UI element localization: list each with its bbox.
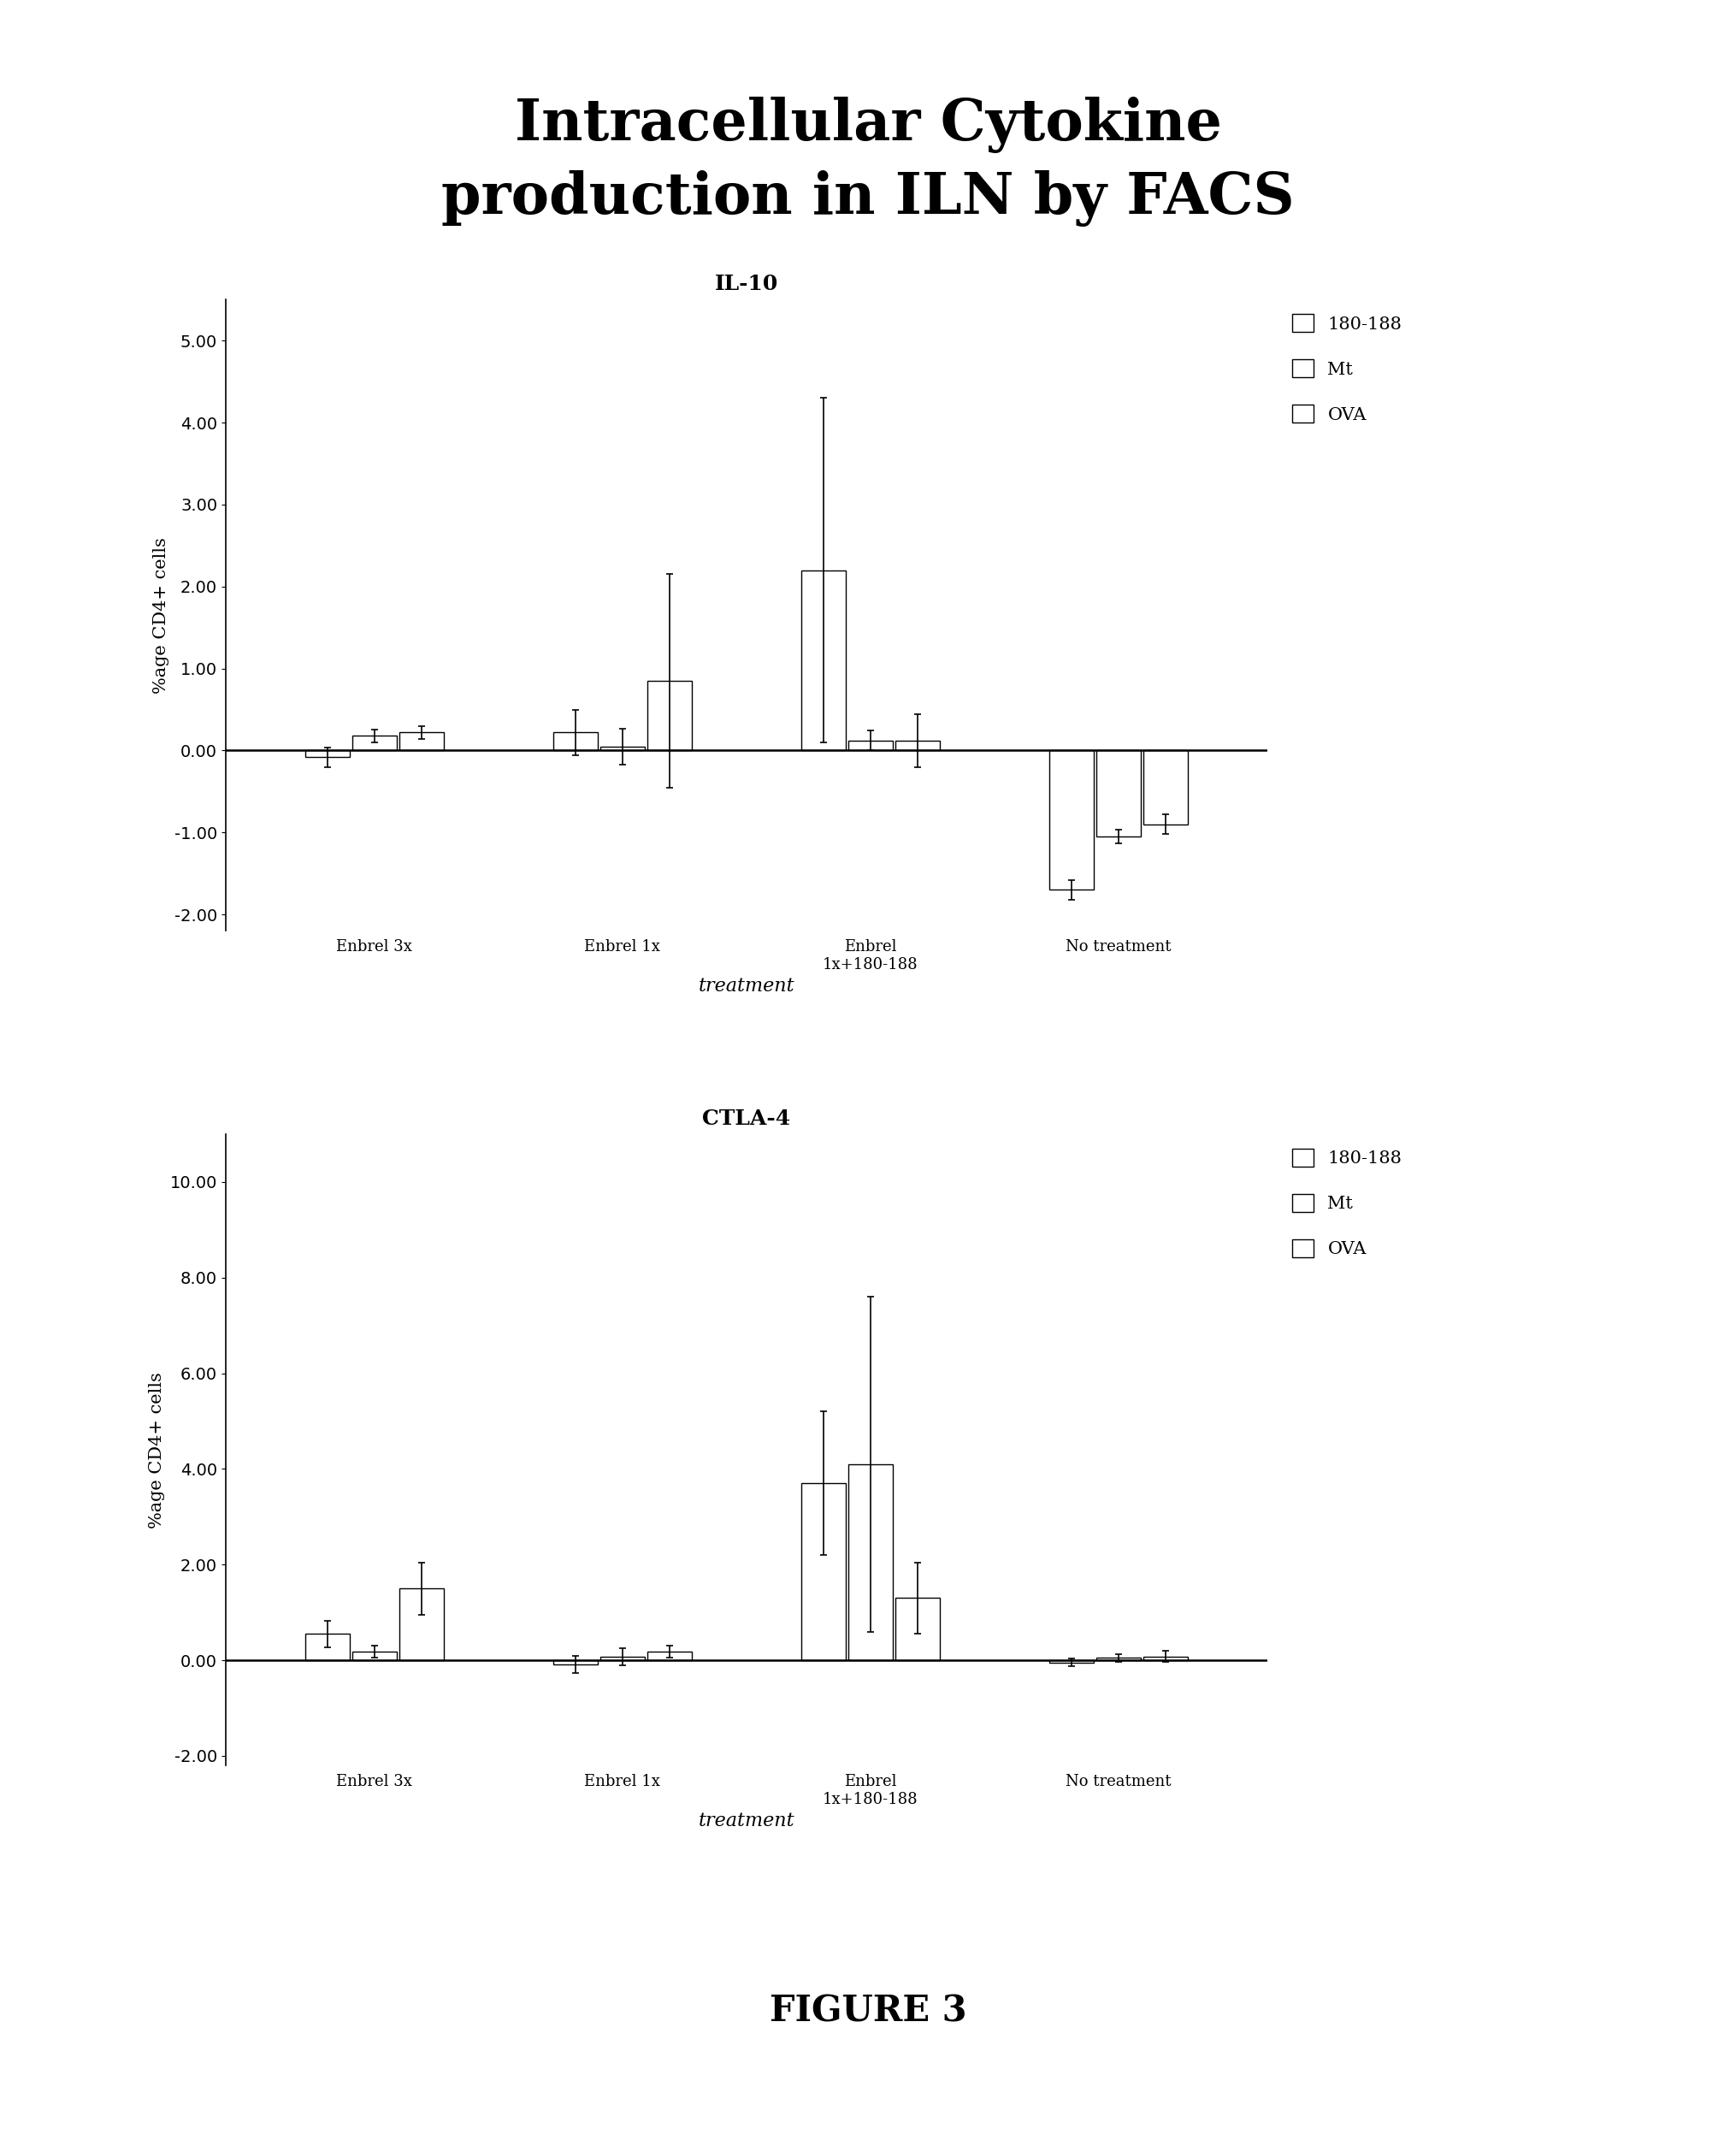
Bar [1144,751,1187,824]
Text: Intracellular Cytokine
production in ILN by FACS: Intracellular Cytokine production in ILN… [441,96,1295,227]
Bar [1095,751,1141,837]
Bar [800,569,845,751]
Text: FIGURE 3: FIGURE 3 [769,1994,967,2029]
Bar [849,740,892,751]
Bar [352,1652,398,1661]
Bar [1095,1658,1141,1661]
Bar [352,736,398,751]
Bar [896,1599,939,1661]
Bar [306,1635,349,1661]
Bar [399,1588,444,1661]
Y-axis label: %age CD4+ cells: %age CD4+ cells [149,1372,165,1528]
Bar [800,1483,845,1661]
Title: IL-10: IL-10 [715,274,778,295]
Bar [1049,1661,1094,1663]
Bar [554,732,597,751]
Bar [1049,751,1094,890]
Bar [399,732,444,751]
Title: CTLA-4: CTLA-4 [703,1109,790,1130]
Bar [849,1464,892,1661]
Bar [554,1661,597,1665]
Bar [648,681,693,751]
Bar [648,1652,693,1661]
Legend: 180-188, Mt, OVA: 180-188, Mt, OVA [1286,1143,1408,1263]
X-axis label: treatment: treatment [698,1813,795,1830]
Bar [601,747,644,751]
Y-axis label: %age CD4+ cells: %age CD4+ cells [153,537,170,693]
Bar [1144,1656,1187,1661]
Bar [601,1656,644,1661]
X-axis label: treatment: treatment [698,978,795,995]
Legend: 180-188, Mt, OVA: 180-188, Mt, OVA [1286,308,1408,428]
Bar [306,751,349,758]
Bar [896,740,939,751]
